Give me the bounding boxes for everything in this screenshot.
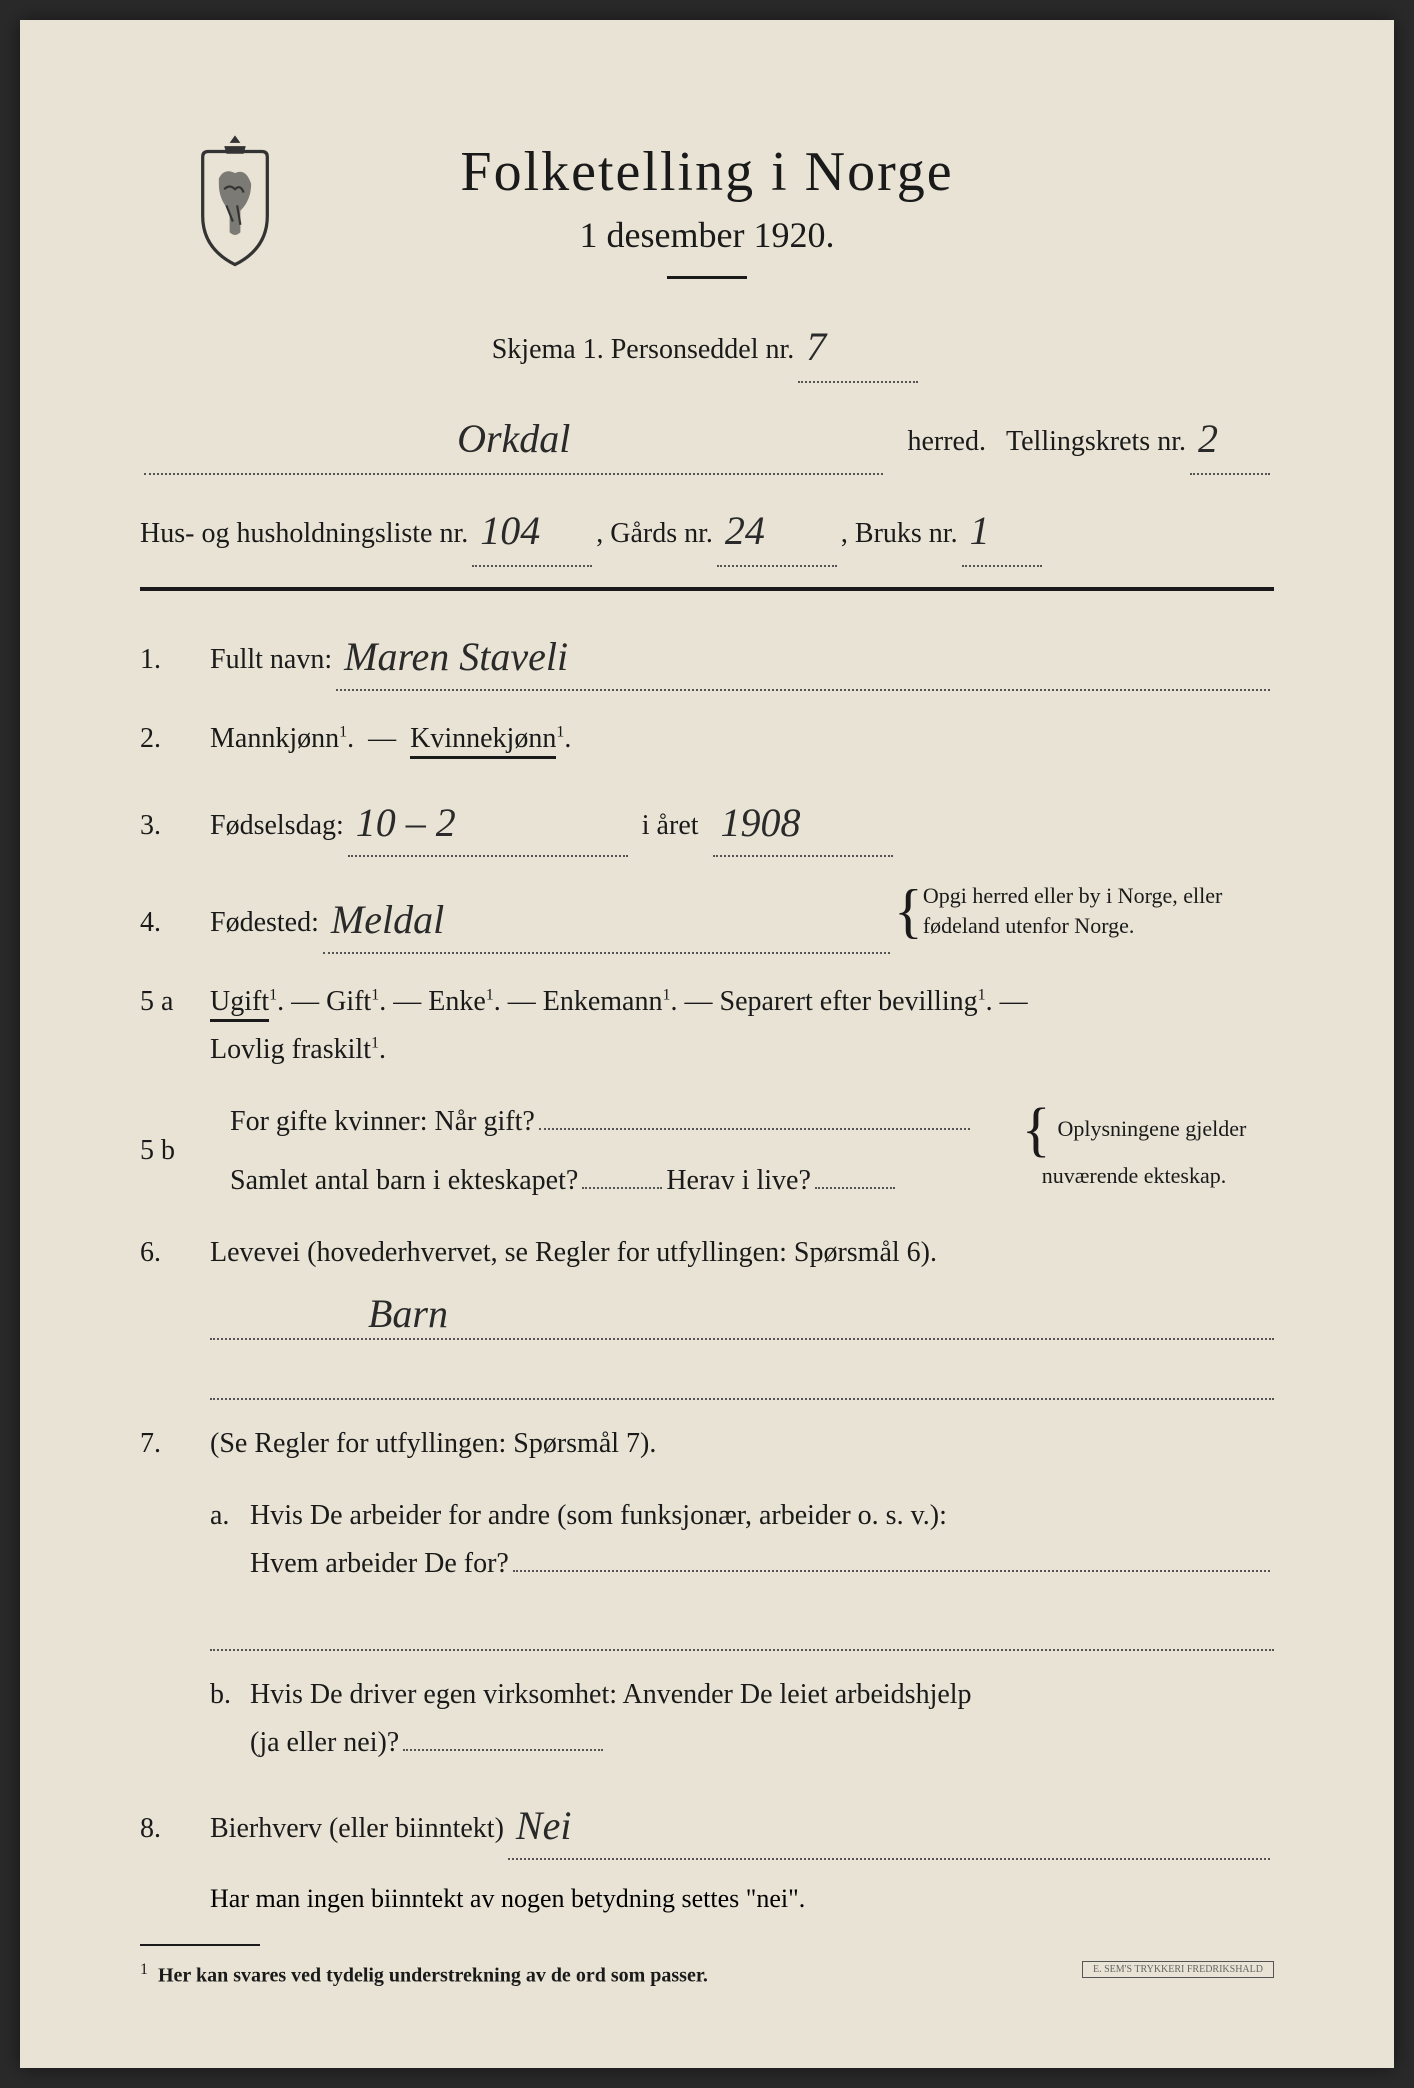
q1-number: 1. <box>140 636 210 684</box>
bruks-number: 1 <box>962 508 998 553</box>
question-5b: 5 b For gifte kvinner: Når gift? Samlet … <box>140 1098 1274 1205</box>
question-3: 3. Fødselsdag: 10 – 2 i året 1908 <box>140 787 1274 857</box>
gards-label: , Gårds nr. <box>596 509 713 559</box>
q7a-text2: Hvem arbeider De for? <box>250 1540 509 1588</box>
q5a-enkemann: Enkemann <box>543 986 663 1017</box>
q6-label: Levevei (hovederhvervet, se Regler for u… <box>210 1229 1274 1277</box>
question-7a: a. Hvis De arbeider for andre (som funks… <box>210 1492 1274 1587</box>
question-5a: 5 a Ugift1. — Gift1. — Enke1. — Enkemann… <box>140 978 1274 1073</box>
q4-note: Opgi herred eller by i Norge, eller føde… <box>923 881 1274 943</box>
norway-coat-of-arms-icon <box>180 130 290 270</box>
question-7: 7. (Se Regler for utfyllingen: Spørsmål … <box>140 1420 1274 1468</box>
form-header: Folketelling i Norge 1 desember 1920. <box>140 140 1274 279</box>
q5b-line2b-label: Herav i live? <box>666 1157 811 1205</box>
question-8: 8. Bierhverv (eller biinntekt) Nei <box>140 1790 1274 1860</box>
q1-label: Fullt navn: <box>210 636 332 684</box>
gards-number: 24 <box>717 508 773 553</box>
q7b-text2: (ja eller nei)? <box>250 1719 399 1767</box>
printer-mark: E. SEM'S TRYKKERI FREDRIKSHALD <box>1082 1961 1274 1978</box>
q7a-text: Hvis De arbeider for andre (som funksjon… <box>250 1500 947 1531</box>
q4-label: Fødested: <box>210 899 319 947</box>
q5a-separert: Separert efter bevilling <box>720 986 978 1017</box>
q6-response-line-2 <box>210 1360 1274 1400</box>
schema-line: Skjema 1. Personseddel nr. 7 <box>140 309 1274 383</box>
question-2: 2. Mannkjønn1. — Kvinnekjønn1. <box>140 715 1274 763</box>
schema-label: Skjema 1. Personseddel nr. <box>492 325 795 375</box>
divider-thin <box>140 1944 260 1946</box>
q7a-response-line <box>210 1611 1274 1651</box>
footnote-number: 1 <box>140 1961 148 1978</box>
q6-response-line: Barn <box>210 1300 1274 1340</box>
hus-line: Hus- og husholdningsliste nr. 104 , Gård… <box>140 493 1274 567</box>
q3-year-value: 1908 <box>713 800 809 845</box>
q5a-number: 5 a <box>140 978 210 1026</box>
divider <box>667 276 747 279</box>
census-form-page: Folketelling i Norge 1 desember 1920. Sk… <box>20 20 1394 2068</box>
q6-value: Barn <box>360 1290 456 1337</box>
bruks-label: , Bruks nr. <box>841 509 958 559</box>
q5b-line2-label: Samlet antal barn i ekteskapet? <box>230 1157 578 1205</box>
q2-number: 2. <box>140 715 210 763</box>
q5b-number: 5 b <box>140 1127 210 1175</box>
krets-number: 2 <box>1190 416 1226 461</box>
q3-year-label: i året <box>642 802 699 850</box>
footnote-text: Her kan svares ved tydelig understreknin… <box>158 1965 708 1987</box>
q1-value: Maren Staveli <box>336 634 576 679</box>
form-date: 1 desember 1920. <box>140 214 1274 256</box>
q7b-text: Hvis De driver egen virksomhet: Anvender… <box>250 1679 972 1710</box>
q7b-letter: b. <box>210 1671 250 1719</box>
q5a-gift: Gift <box>326 986 371 1017</box>
q7-number: 7. <box>140 1420 210 1468</box>
krets-label: Tellingskrets nr. <box>1006 417 1186 467</box>
q2-kvinne: Kvinnekjønn <box>410 723 556 759</box>
herred-label: herred. <box>907 417 986 467</box>
bottom-note: Har man ingen biinntekt av nogen betydni… <box>210 1884 1274 1914</box>
herred-value: Orkdal <box>449 416 578 461</box>
question-1: 1. Fullt navn: Maren Staveli <box>140 621 1274 691</box>
q6-number: 6. <box>140 1229 210 1277</box>
q4-number: 4. <box>140 899 210 947</box>
q7a-letter: a. <box>210 1492 250 1540</box>
q8-label: Bierhverv (eller biinntekt) <box>210 1805 504 1853</box>
q5b-note: Oplysningene gjelder nuværende ekteskap. <box>1042 1116 1247 1189</box>
q3-day-value: 10 – 2 <box>348 800 464 845</box>
q5a-ugift: Ugift <box>210 986 269 1022</box>
question-6: 6. Levevei (hovederhvervet, se Regler fo… <box>140 1229 1274 1277</box>
question-7b: b. Hvis De driver egen virksomhet: Anven… <box>210 1671 1274 1766</box>
q8-number: 8. <box>140 1805 210 1853</box>
q4-value: Meldal <box>323 897 452 942</box>
q2-mann: Mannkjønn <box>210 723 339 754</box>
q5b-line1-label: For gifte kvinner: Når gift? <box>230 1098 535 1146</box>
q3-number: 3. <box>140 802 210 850</box>
herred-line: Orkdal herred. Tellingskrets nr. 2 <box>140 401 1274 475</box>
q3-label: Fødselsdag: <box>210 802 344 850</box>
q7-intro: (Se Regler for utfyllingen: Spørsmål 7). <box>210 1420 1274 1468</box>
schema-number: 7 <box>798 324 834 369</box>
q5a-fraskilt: Lovlig fraskilt <box>210 1034 371 1065</box>
form-title: Folketelling i Norge <box>140 140 1274 204</box>
q8-value: Nei <box>508 1803 580 1848</box>
hus-number: 104 <box>472 508 548 553</box>
divider-thick <box>140 587 1274 591</box>
question-4: 4. Fødested: Meldal { Opgi herred eller … <box>140 881 1274 955</box>
hus-label: Hus- og husholdningsliste nr. <box>140 509 468 559</box>
q5a-enke: Enke <box>428 986 486 1017</box>
